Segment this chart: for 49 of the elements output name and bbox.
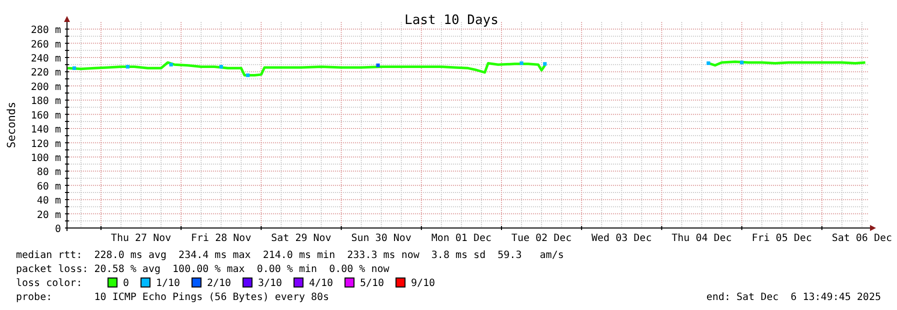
text: median rtt: 228.0 ms avg 234.4 ms max 214.0 ms min 233.3 ms now 3.8 ms sd 59.3 am/s — [16, 250, 564, 261]
point — [72, 66, 76, 70]
y-tick-label: 240 m — [30, 54, 61, 65]
point — [169, 62, 173, 66]
y-tick-label: 180 m — [30, 96, 61, 108]
y-tick-label: 80 m — [36, 167, 61, 178]
text: probe: 10 ICMP Echo Pings (56 Bytes) every 80s — [16, 292, 330, 303]
x-tick-label: Thu 04 Dec — [672, 233, 732, 244]
point — [246, 73, 250, 78]
y-tick-label: 120 m — [30, 138, 61, 150]
point — [376, 64, 380, 68]
y-tick-label: 220 m — [30, 68, 61, 79]
legend-label: 4/10 — [309, 278, 334, 289]
x-tick-label: Tue 02 Dec — [511, 233, 572, 244]
legend-label: 2/10 — [207, 278, 232, 289]
point — [126, 64, 130, 69]
legend-label: 3/10 — [258, 278, 282, 289]
x-tick-label: Wed 03 Dec — [592, 233, 652, 244]
y-tick-label: 60 m — [36, 181, 61, 192]
x-tick-label: Fri 05 Dec — [752, 233, 812, 244]
point — [543, 62, 547, 66]
point — [706, 61, 710, 65]
y-axis-title: Seconds — [5, 102, 18, 148]
y-tick-label: 260 m — [30, 39, 61, 50]
x-tick-label: Sat 29 Nov — [271, 233, 332, 244]
y-tick-label: 20 m — [36, 210, 61, 221]
x-tick-label: Sat 06 Dec — [832, 233, 892, 244]
legend-label: 0 — [123, 278, 130, 289]
text: end: Sat Dec 6 13:49:45 2025 — [706, 292, 881, 303]
y-tick-label: 100 m — [30, 152, 61, 164]
y-tick-label: 200 m — [30, 82, 61, 93]
y-tick-label: 0 — [54, 224, 61, 235]
x-tick-label: Sun 30 Nov — [351, 233, 412, 244]
text: packet loss: 20.58 % avg 100.00 % max 0.00 % min 0.00 % now — [16, 264, 390, 275]
chart-title: Last 10 Days — [404, 13, 498, 28]
y-tick-label: 160 m — [30, 110, 61, 122]
y-tick-label: 140 m — [30, 124, 61, 136]
x-tick-label: Mon 01 Dec — [431, 233, 492, 244]
x-tick-label: Thu 27 Nov — [110, 233, 172, 244]
y-tick-label: 280 m — [30, 25, 61, 36]
point — [219, 64, 223, 69]
y-tick-label: 40 m — [36, 196, 61, 207]
point — [740, 60, 744, 64]
legend-label: 5/10 — [360, 278, 384, 289]
point — [520, 61, 524, 65]
x-tick-label: Fri 28 Nov — [191, 233, 252, 244]
legend-label: 1/10 — [156, 278, 180, 289]
legend-title: loss color: — [16, 278, 82, 289]
legend-label: 9/10 — [411, 278, 436, 289]
